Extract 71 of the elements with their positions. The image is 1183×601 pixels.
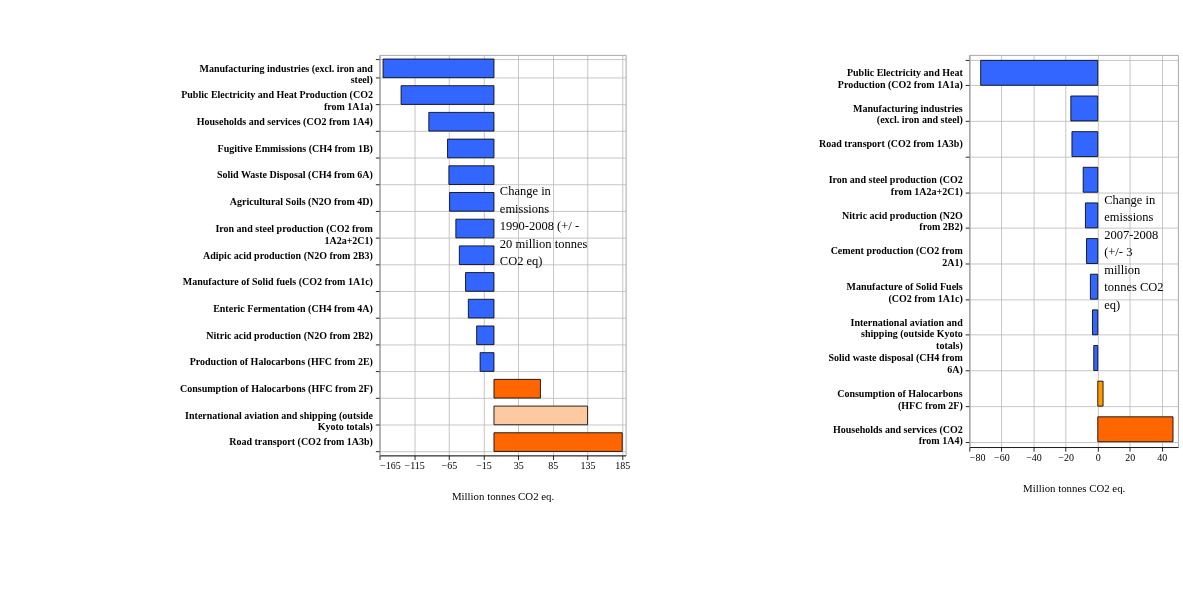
bar (1070, 95, 1099, 122)
bar (1071, 131, 1099, 158)
bar (1089, 273, 1099, 300)
bar (479, 352, 495, 372)
bar (1097, 380, 1104, 407)
x-tick-label: −60 (994, 451, 1010, 463)
bar (458, 245, 495, 265)
y-tick-label: Iron and steel production (CO2 from 1A2a+2C1) (215, 222, 374, 247)
y-tick-label: Fugitive Emmissions (CH4 from 1B) (217, 142, 373, 155)
x-tick-label: 135 (580, 460, 596, 472)
x-tick-label: 35 (513, 460, 524, 472)
bar (449, 192, 495, 212)
x-axis-title: Million tonnes CO2 eq. (1022, 481, 1126, 494)
x-tick-label: −40 (1026, 451, 1042, 463)
bar (493, 378, 541, 399)
y-tick-label: Households and services (CO2 from 1A4) (833, 423, 963, 448)
bar (465, 272, 495, 292)
bar (400, 85, 495, 105)
y-tick-label: Adipic acid production (N2O from 2B3) (203, 249, 373, 262)
y-tick-label: International aviation and shipping (outside Kyoto totals) (185, 409, 374, 434)
y-tick-label: International aviation and shipping (outside Kyoto totals) (850, 316, 964, 353)
bar (980, 59, 1099, 86)
y-tick-label: Road transport (CO2 from 1A3b) (229, 436, 373, 449)
bar (455, 218, 495, 239)
x-tick-label: 0 (1095, 451, 1101, 463)
y-tick-label: Public Electricity and Heat Production (CO2 from 1A1a) (837, 67, 964, 91)
y-tick-label: Manufacture of Solid fuels (CO2 from 1A1c) (182, 276, 373, 289)
x-tick-label: −65 (441, 460, 458, 472)
bar (467, 298, 495, 319)
y-tick-label: Solid Waste Disposal (CH4 from 6A) (216, 169, 373, 182)
bar (1082, 166, 1099, 193)
y-tick-label: Nitric acid production (N2O from 2B2) (206, 329, 373, 342)
y-tick-label: Iron and steel production (CO2 from 1A2a+2C1) (828, 174, 963, 198)
y-tick-label: Road transport (CO2 from 1A3b) (819, 138, 963, 151)
x-tick-label: 40 (1157, 451, 1168, 463)
annotation: Change in emissions 1990-2008 (+/ - 20 million tonnes CO2 eq) (499, 184, 588, 269)
bar (493, 405, 588, 426)
y-tick-label: Manufacturing industries (excl. iron and steel) (199, 62, 374, 87)
annotation: Change in emissions 2007-2008 (+/- 3 million tonnes CO2 eq) (1104, 192, 1164, 312)
x-tick-label: 20 (1125, 451, 1136, 463)
bar (476, 325, 495, 346)
y-tick-label: Consumption of Halocarbons (HFC from 2F) (180, 383, 373, 396)
bar (493, 432, 623, 452)
y-tick-label: Public Electricity and Heat Production (CO2 from 1A1a) (181, 89, 373, 114)
y-tick-label: Cement production (CO2 from 2A1) (830, 245, 964, 270)
x-tick-label: −80 (969, 451, 986, 463)
bar (447, 138, 495, 159)
y-tick-label: Enteric Fermentation (CH4 from 4A) (213, 302, 373, 315)
bar (1086, 238, 1099, 264)
bar (1092, 309, 1099, 336)
y-tick-label: Consumption of Halocarbons (HFC from 2F) (837, 387, 963, 412)
y-tick-label: Manufacturing industries (excl. iron and steel) (853, 102, 963, 127)
x-tick-label: −20 (1058, 451, 1074, 463)
bar (428, 111, 495, 132)
y-tick-label: Agricultural Soils (N2O from 4D) (229, 196, 373, 209)
y-tick-label: Nitric acid production (N2O from 2B2) (842, 209, 963, 234)
x-tick-label: −15 (476, 460, 492, 472)
y-tick-label: Households and services (CO2 from 1A4) (196, 116, 373, 129)
x-tick-label: −115 (404, 460, 425, 472)
bar (448, 165, 495, 185)
x-tick-label: 185 (615, 460, 631, 472)
bar (1093, 345, 1099, 371)
y-tick-label: Manufacture of Solid Fuels (CO2 from 1A1c) (846, 281, 963, 305)
bar (1085, 202, 1099, 229)
y-tick-label: Production of Halocarbons (HFC from 2E) (189, 356, 373, 369)
bar (1097, 416, 1174, 443)
y-tick-label: Solid waste disposal (CH4 from 6A) (828, 352, 964, 377)
x-tick-label: −165 (380, 460, 401, 472)
x-axis-title: Million tonnes CO2 eq. (451, 490, 555, 503)
bar (382, 58, 495, 79)
x-tick-label: 85 (548, 460, 559, 472)
